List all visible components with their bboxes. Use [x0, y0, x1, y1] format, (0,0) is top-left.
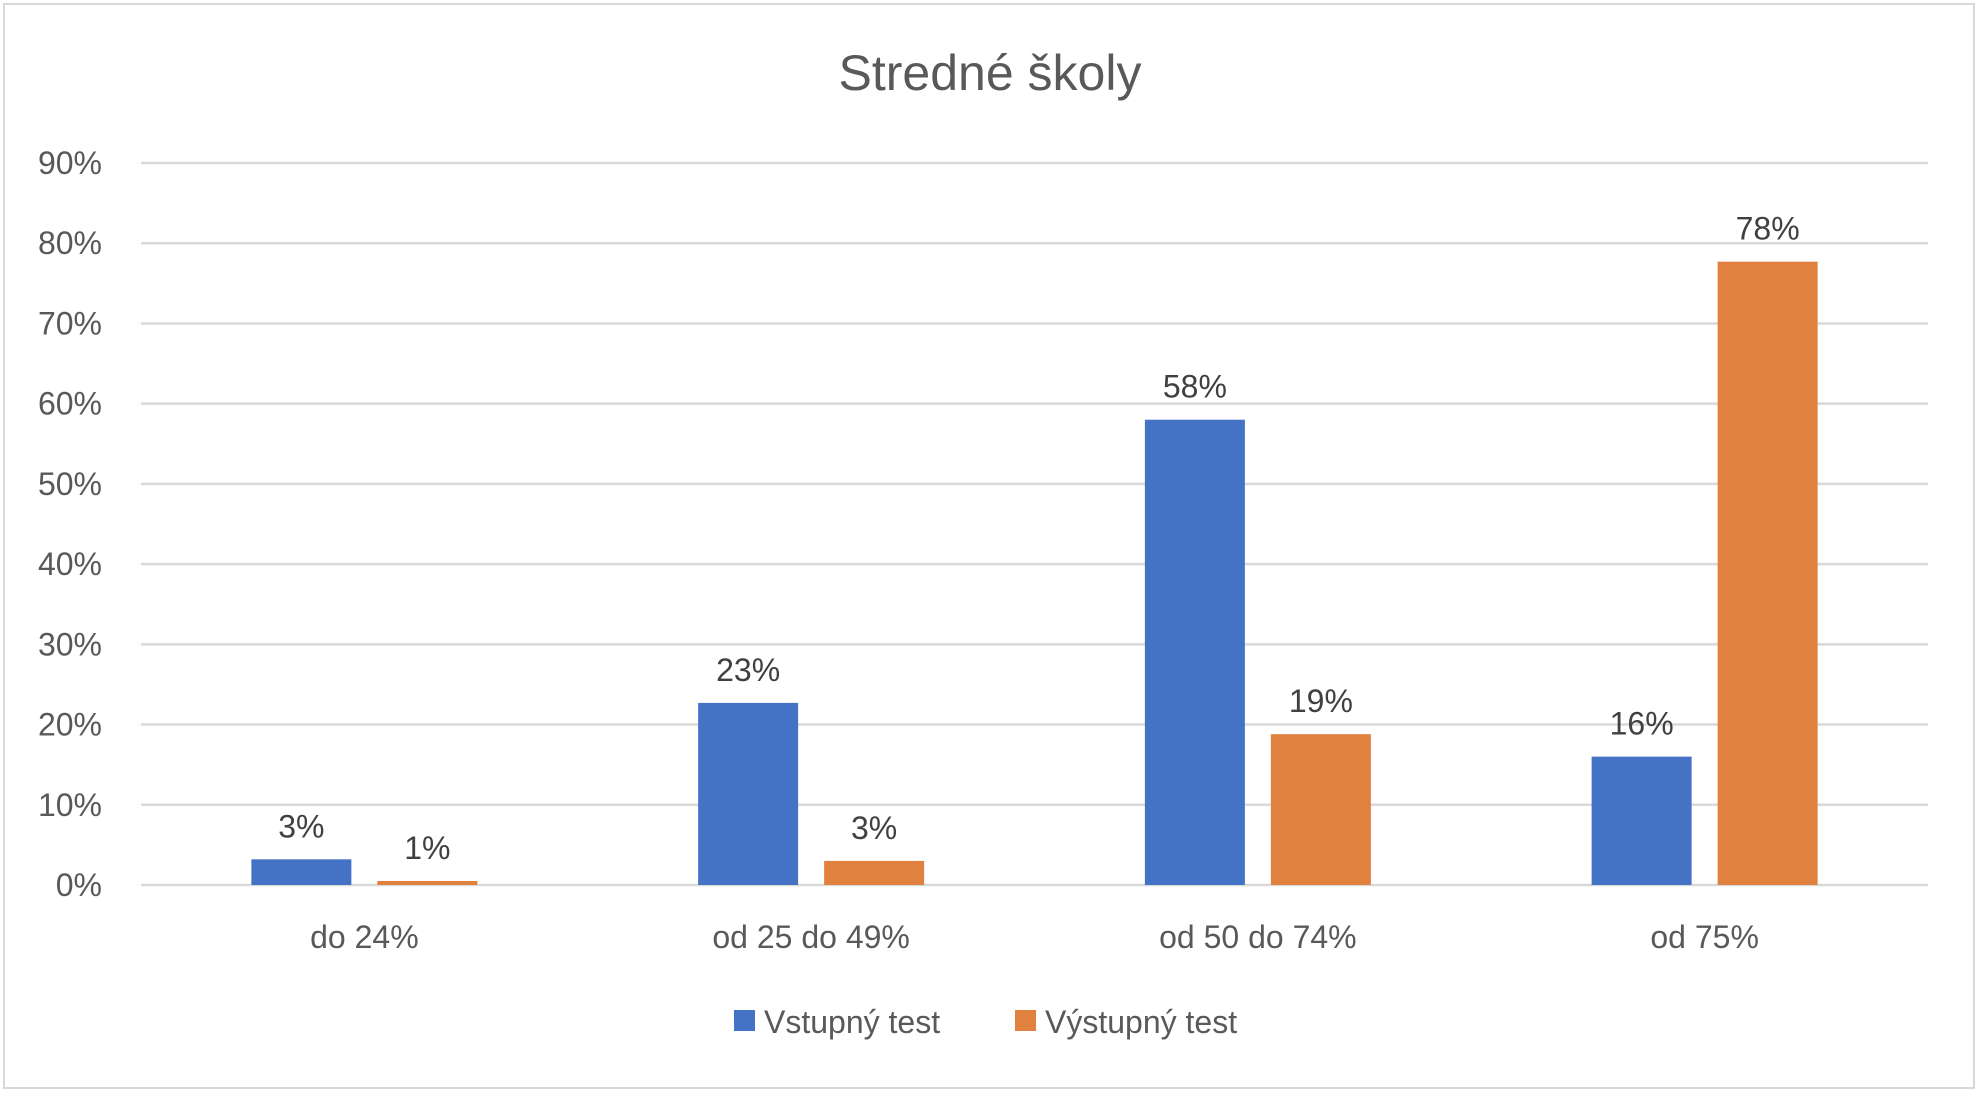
y-tick-label: 50%	[38, 466, 102, 502]
bar	[698, 702, 799, 885]
legend-label: Výstupný test	[1045, 1004, 1237, 1040]
data-label: 1%	[404, 830, 450, 866]
y-tick-label: 10%	[38, 787, 102, 823]
data-label: 3%	[278, 808, 324, 844]
bar	[1144, 419, 1245, 885]
bar	[824, 860, 925, 885]
chart-frame	[3, 3, 1975, 1089]
x-tick-label: od 75%	[1650, 919, 1759, 955]
chart-title: Stredné školy	[839, 45, 1142, 101]
data-label: 58%	[1163, 369, 1227, 405]
y-tick-label: 0%	[56, 867, 102, 903]
y-tick-label: 70%	[38, 305, 102, 341]
bar	[377, 880, 478, 885]
x-tick-label: od 25 do 49%	[712, 919, 910, 955]
data-label: 16%	[1610, 706, 1674, 742]
y-tick-label: 20%	[38, 707, 102, 743]
y-tick-label: 40%	[38, 546, 102, 582]
y-tick-label: 90%	[38, 145, 102, 181]
bar	[1270, 734, 1371, 885]
bar	[1717, 261, 1818, 885]
x-tick-label: od 50 do 74%	[1159, 919, 1357, 955]
data-label: 19%	[1289, 683, 1353, 719]
y-tick-label: 60%	[38, 386, 102, 422]
bar	[251, 859, 352, 885]
data-label: 78%	[1736, 211, 1800, 247]
x-tick-label: do 24%	[310, 919, 419, 955]
legend-swatch	[734, 1010, 755, 1031]
bar	[1591, 756, 1692, 885]
data-label: 3%	[851, 810, 897, 846]
data-label: 23%	[716, 652, 780, 688]
legend-label: Vstupný test	[764, 1004, 940, 1040]
y-tick-label: 80%	[38, 225, 102, 261]
y-tick-label: 30%	[38, 626, 102, 662]
legend-swatch	[1015, 1010, 1036, 1031]
